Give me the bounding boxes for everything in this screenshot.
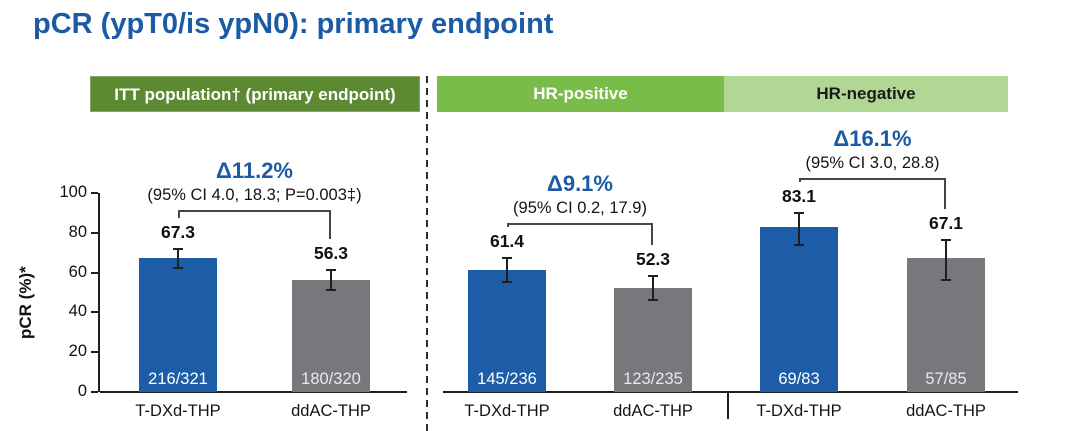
y-axis-tick-label: 60 bbox=[68, 262, 87, 281]
x-axis-arm-label: ddAC-THP bbox=[291, 402, 371, 420]
error-bar-cap-top bbox=[502, 257, 512, 260]
x-axis-arm-label: T-DXd-THP bbox=[464, 402, 550, 420]
y-axis-line bbox=[98, 193, 100, 392]
y-axis-tick-label: 40 bbox=[68, 302, 87, 321]
error-bar-cap-bottom bbox=[326, 289, 336, 292]
bar-value-label: 61.4 bbox=[489, 231, 525, 252]
y-axis-tick-label: 0 bbox=[77, 382, 87, 400]
bar-value-label: 52.3 bbox=[635, 248, 671, 269]
error-bar-cap-bottom bbox=[794, 244, 804, 247]
error-bar-cap-top bbox=[326, 269, 336, 272]
ci-annotation: (95% CI 0.2, 17.9) bbox=[513, 199, 647, 217]
error-bar-stem bbox=[177, 247, 179, 269]
panel-header-hr-negative: HR-negative bbox=[724, 76, 1008, 112]
error-bar-cap-bottom bbox=[941, 278, 951, 281]
error-bar-cap-bottom bbox=[502, 280, 512, 283]
y-axis-tick bbox=[91, 192, 98, 194]
error-bar-stem bbox=[798, 211, 800, 247]
panel-header-itt: ITT population† (primary endpoint) bbox=[90, 76, 420, 112]
error-bar-cap-top bbox=[794, 211, 804, 214]
bar-value-label: 56.3 bbox=[313, 243, 349, 264]
y-axis-tick bbox=[91, 351, 98, 354]
bar-fraction-label: 123/235 bbox=[623, 369, 683, 388]
comparison-bracket-left-drop bbox=[178, 210, 180, 218]
error-bar-cap-top bbox=[173, 247, 183, 250]
ci-annotation: (95% CI 3.0, 28.8) bbox=[805, 154, 940, 172]
error-bar-cap-top bbox=[648, 274, 658, 277]
comparison-bracket-left-drop bbox=[507, 223, 509, 228]
y-axis-tick bbox=[91, 231, 98, 234]
bar-fraction-label: 69/83 bbox=[778, 369, 820, 388]
y-axis-tick bbox=[91, 271, 98, 274]
bar-ddac-thp: 123/235 bbox=[614, 287, 692, 392]
bar-fraction-label: 57/85 bbox=[925, 369, 967, 388]
page-title: pCR (ypT0/is ypN0): primary endpoint bbox=[33, 8, 554, 40]
bar-t-dxd-thp: 216/321 bbox=[139, 258, 217, 392]
bar-t-dxd-thp: 69/83 bbox=[760, 226, 838, 392]
bar-value-label: 67.1 bbox=[928, 212, 964, 233]
ci-annotation: (95% CI 4.0, 18.3; P=0.003‡) bbox=[147, 186, 362, 204]
comparison-bracket-horizontal bbox=[178, 210, 331, 212]
delta-annotation: Δ11.2% bbox=[216, 158, 293, 183]
x-axis-arm-label: T-DXd-THP bbox=[756, 402, 842, 420]
bar-fraction-label: 216/321 bbox=[148, 369, 208, 388]
comparison-bracket-horizontal bbox=[507, 223, 653, 225]
x-axis-arm-label: T-DXd-THP bbox=[135, 402, 221, 420]
x-axis-arm-label: ddAC-THP bbox=[613, 402, 693, 420]
x-axis-line-right bbox=[443, 391, 1018, 393]
y-axis-tick bbox=[91, 391, 98, 393]
comparison-bracket-left-drop bbox=[799, 178, 801, 182]
error-bar-stem bbox=[330, 269, 332, 292]
comparison-bracket-horizontal bbox=[799, 178, 946, 180]
error-bar-cap-bottom bbox=[173, 266, 183, 269]
bar-fraction-label: 180/320 bbox=[301, 369, 361, 388]
comparison-bracket-right-drop bbox=[651, 223, 653, 245]
bar-ddac-thp: 180/320 bbox=[292, 279, 370, 392]
panel-divider-dashed-line bbox=[426, 76, 428, 431]
y-axis-tick bbox=[91, 311, 98, 314]
bar-ddac-thp: 57/85 bbox=[907, 258, 985, 392]
panel-header-hr-positive: HR-positive bbox=[437, 76, 724, 112]
bar-t-dxd-thp: 145/236 bbox=[468, 269, 546, 392]
x-axis-line-left bbox=[100, 391, 407, 393]
comparison-bracket-right-drop bbox=[329, 210, 331, 240]
y-axis-tick-label: 20 bbox=[68, 342, 87, 361]
error-bar-cap-bottom bbox=[648, 299, 658, 302]
bar-fraction-label: 145/236 bbox=[477, 369, 537, 388]
bar-value-label: 67.3 bbox=[160, 221, 196, 242]
error-bar-stem bbox=[506, 257, 508, 283]
hr-subgroup-divider-tick bbox=[727, 393, 729, 419]
comparison-bracket-right-drop bbox=[944, 178, 946, 209]
error-bar-stem bbox=[945, 238, 947, 281]
delta-annotation: Δ9.1% bbox=[547, 171, 613, 196]
bar-value-label: 83.1 bbox=[781, 185, 817, 206]
x-axis-arm-label: ddAC-THP bbox=[906, 402, 986, 420]
error-bar-cap-top bbox=[941, 238, 951, 241]
y-axis-tick-label: 100 bbox=[59, 183, 87, 201]
error-bar-stem bbox=[652, 274, 654, 302]
y-axis-tick-label: 80 bbox=[68, 222, 87, 241]
delta-annotation: Δ16.1% bbox=[833, 126, 912, 151]
